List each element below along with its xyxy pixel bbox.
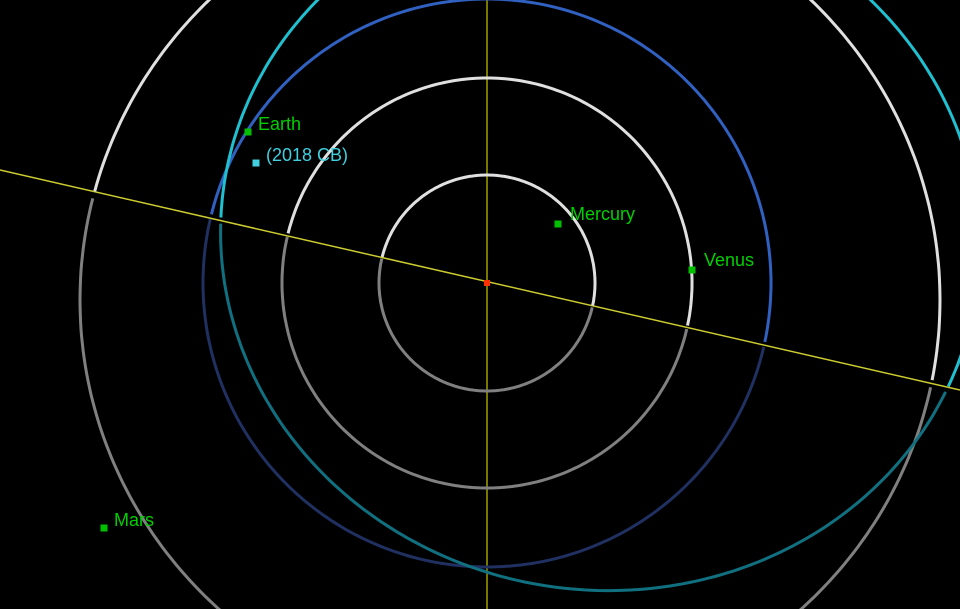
earth-dot: [245, 129, 252, 136]
asteroid-dot: [253, 160, 260, 167]
mars-orbit-below: [80, 198, 931, 609]
earth-orbit-above: [211, 0, 771, 342]
sun-dot: [484, 280, 490, 286]
mars-orbit-above: [95, 0, 940, 380]
venus-orbit-below: [282, 237, 687, 488]
reference-direction-line: [0, 170, 960, 390]
asteroid-orbit-below: [221, 224, 946, 591]
mars-dot: [101, 525, 108, 532]
orbit-svg: [0, 0, 960, 609]
mercury-orbit-below: [379, 259, 592, 391]
venus-orbit-above: [288, 78, 692, 326]
earth-orbit-below: [203, 219, 764, 567]
venus-dot: [689, 267, 696, 274]
asteroid-orbit-above: [221, 0, 960, 386]
orbit-diagram: MercuryVenusEarthMars(2018 CB): [0, 0, 960, 609]
mercury-dot: [555, 221, 562, 228]
